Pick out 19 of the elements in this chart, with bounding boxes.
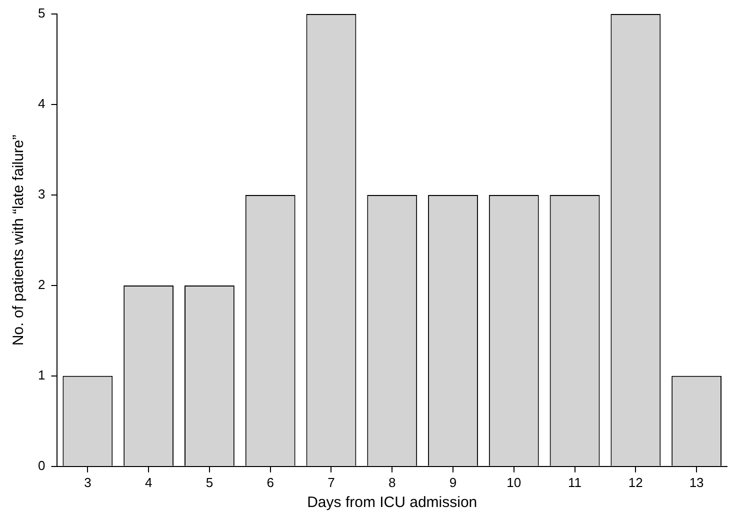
y-axis-title: No. of patients with “late failure”	[10, 134, 28, 346]
x-tick-label: 6	[266, 474, 274, 490]
y-tick-label: 1	[38, 368, 46, 382]
x-tick-label: 5	[206, 474, 214, 490]
x-tick-label: 3	[84, 474, 92, 490]
y-tick-label: 3	[38, 186, 46, 202]
y-tick-label: 0	[38, 458, 46, 473]
x-tick-label: 10	[506, 474, 522, 490]
x-axis-title: Days from ICU admission	[307, 494, 478, 512]
x-tick-label: 9	[449, 474, 457, 490]
x-tick-label: 4	[144, 474, 152, 490]
x-tick-label: 8	[388, 474, 396, 490]
x-tick-label: 7	[328, 474, 335, 490]
y-tick-label: 4	[38, 96, 46, 112]
y-tick-label: 2	[38, 277, 46, 292]
x-tick-label: 13	[689, 474, 704, 490]
x-tick-label: 11	[568, 474, 582, 490]
y-tick-label: 5	[38, 6, 46, 21]
x-tick-label: 12	[628, 474, 643, 490]
